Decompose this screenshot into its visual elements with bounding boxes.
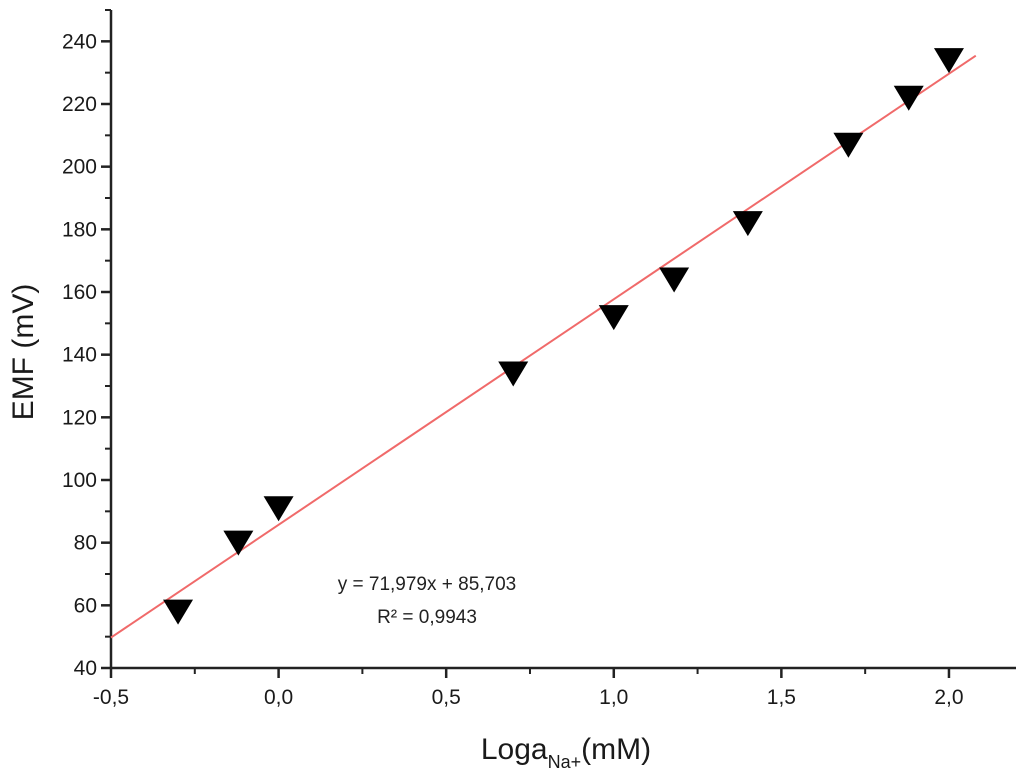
y-tick-label: 60	[74, 594, 97, 617]
data-points	[163, 48, 964, 625]
data-point	[263, 496, 294, 522]
x-axis-title-unit: (mM)	[581, 733, 651, 766]
data-point	[893, 85, 924, 111]
data-point	[498, 361, 529, 387]
x-tick-label: 0,5	[432, 686, 461, 709]
y-tick-label: 180	[62, 218, 97, 241]
x-tick-label: 0,0	[264, 686, 293, 709]
axes: 40 60 80 100 120 140 160 180 200 220 240 -0,5 0,0 0,5…	[62, 9, 1016, 709]
data-point	[933, 48, 964, 74]
x-axis-title-subscript: Na+	[548, 752, 582, 772]
x-tick-label: 1,0	[599, 686, 628, 709]
y-tick-label: 40	[74, 657, 97, 680]
x-tick-label: 2,0	[934, 686, 963, 709]
y-axis-title: EMF (mV)	[7, 284, 40, 421]
trendline	[110, 54, 977, 639]
data-point	[659, 267, 690, 293]
data-point	[833, 132, 864, 158]
y-tick-label: 120	[62, 406, 97, 429]
data-point	[732, 211, 763, 237]
y-tick-label: 200	[62, 156, 97, 179]
y-tick-label: 100	[62, 469, 97, 492]
x-axis-title-main: Loga	[481, 733, 548, 766]
y-tick-label: 140	[62, 344, 97, 367]
x-axis-title: LogaNa+(mM)	[481, 733, 651, 772]
y-tick-label: 80	[74, 532, 97, 555]
data-point	[223, 530, 254, 556]
data-point	[163, 599, 194, 625]
regression-equation: y = 71,979x + 85,703	[338, 574, 517, 595]
x-tick-label: -0,5	[93, 686, 129, 709]
x-tick-label: 1,5	[767, 686, 796, 709]
y-tick-label: 160	[62, 281, 97, 304]
r-squared: R² = 0,9943	[377, 607, 477, 628]
data-point	[598, 305, 629, 331]
y-tick-label: 240	[62, 30, 97, 53]
y-tick-label: 220	[62, 93, 97, 116]
